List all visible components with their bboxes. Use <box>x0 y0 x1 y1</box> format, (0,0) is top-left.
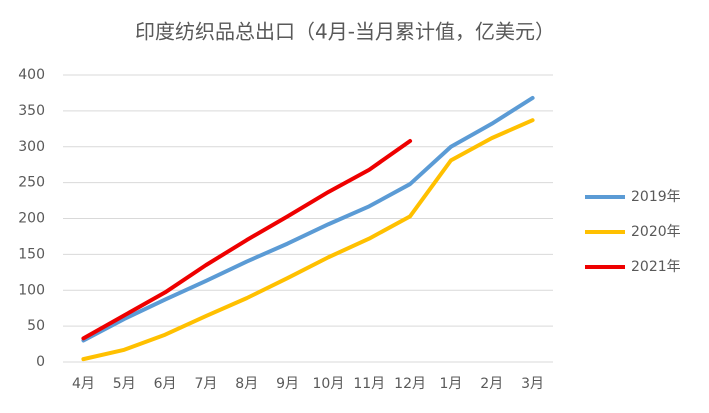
x-tick-label: 6月 <box>154 376 177 392</box>
x-tick-label: 2月 <box>480 376 503 392</box>
series-line <box>81 118 535 362</box>
y-tick-label: 50 <box>27 318 45 334</box>
x-tick-label: 1月 <box>439 376 462 392</box>
series-line <box>81 139 413 341</box>
series-line <box>81 95 535 343</box>
x-tick-label: 10月 <box>313 376 345 392</box>
y-tick-label: 150 <box>18 246 45 262</box>
x-tick-label: 5月 <box>113 376 136 392</box>
y-tick-label: 300 <box>18 139 45 155</box>
legend-label: 2021年 <box>631 259 681 275</box>
y-tick-label: 350 <box>18 103 45 119</box>
x-tick-label: 3月 <box>521 376 544 392</box>
y-tick-label: 0 <box>36 354 45 370</box>
y-tick-label: 250 <box>18 175 45 191</box>
chart-title: 印度纺织品总出口（4月-当月累计值，亿美元） <box>135 20 555 44</box>
y-tick-label: 100 <box>18 282 45 298</box>
x-tick-label: 12月 <box>394 376 426 392</box>
x-tick-label: 4月 <box>72 376 95 392</box>
y-tick-label: 400 <box>18 67 45 83</box>
x-tick-label: 9月 <box>276 376 299 392</box>
legend-label: 2019年 <box>631 189 681 205</box>
y-tick-label: 200 <box>18 211 45 227</box>
x-tick-label: 7月 <box>194 376 217 392</box>
x-tick-label: 8月 <box>235 376 258 392</box>
x-tick-label: 11月 <box>353 376 385 392</box>
legend-label: 2020年 <box>631 224 681 240</box>
